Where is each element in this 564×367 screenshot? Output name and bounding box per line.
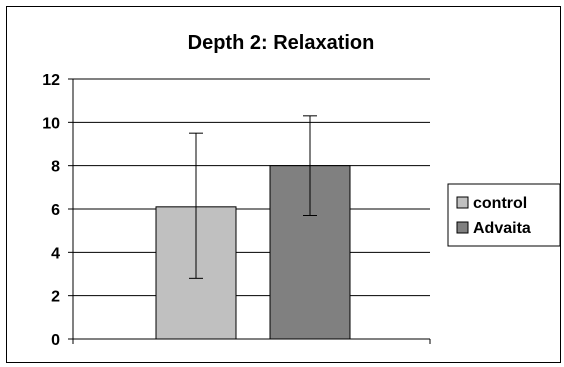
axes	[68, 78, 431, 344]
y-tick-label: 4	[51, 245, 60, 262]
legend-label: Advaita	[473, 220, 531, 237]
legend-swatch	[456, 221, 469, 234]
y-tick-label: 2	[51, 289, 60, 306]
y-tick-label: 8	[51, 159, 60, 176]
y-tick-label: 6	[51, 202, 60, 219]
error-bar-control	[189, 132, 203, 279]
gridlines	[73, 78, 430, 297]
legend-swatch	[456, 196, 469, 209]
legend-item-advaita: Advaita	[456, 220, 531, 237]
y-tick-label: 12	[42, 72, 60, 89]
legend-box	[447, 183, 561, 247]
chart-title: Depth 2: Relaxation	[188, 32, 375, 54]
legend-item-control: control	[456, 195, 527, 212]
error-bars	[189, 115, 317, 279]
error-bar-advaita	[303, 115, 317, 216]
y-tick-label: 10	[42, 115, 60, 132]
legend: control Advaita	[447, 183, 561, 247]
bars	[155, 165, 351, 340]
y-tick-labels: 0 2 4 6 8 10 12	[42, 72, 60, 349]
y-tick-label: 0	[51, 332, 60, 349]
legend-label: control	[473, 195, 527, 212]
